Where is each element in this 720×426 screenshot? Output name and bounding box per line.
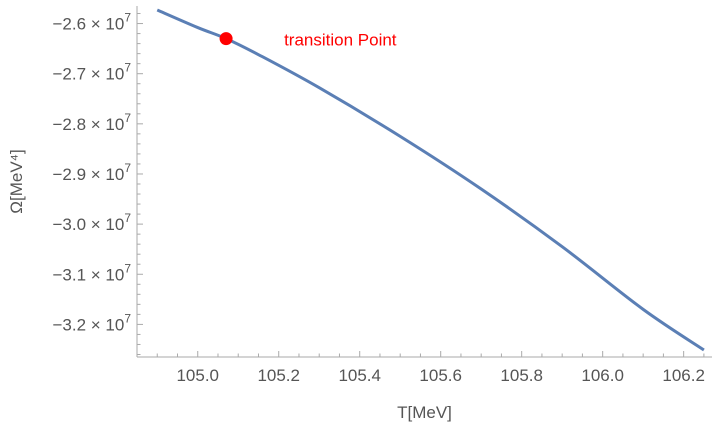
x-tick-label: 105.6 [419, 366, 462, 385]
series-line-0 [156, 8, 705, 352]
plot-area: transition Point [156, 8, 705, 352]
x-tick-label: 105.2 [257, 366, 300, 385]
x-tick-label: 105.0 [176, 366, 219, 385]
x-axis-title: T[MeV] [397, 403, 452, 422]
x-tick-label: 105.8 [500, 366, 543, 385]
x-tick-label: 105.4 [338, 366, 381, 385]
y-tick-label: −3.2 × 107 [52, 311, 131, 334]
y-tick-label: −2.6 × 107 [52, 11, 131, 34]
y-tick-label: −3.1 × 107 [52, 261, 131, 284]
axes [136, 6, 712, 358]
y-tick-label: −2.9 × 107 [52, 161, 131, 184]
x-axis-ticks: 105.0 105.2 105.4 105.6 105.8 106.0 106.2 [136, 351, 705, 385]
y-axis-title: Ω[MeV⁴] [7, 149, 26, 213]
y-tick-label: −2.8 × 107 [52, 111, 131, 134]
y-tick-label: −3.0 × 107 [52, 211, 131, 234]
transition-point-marker [219, 32, 233, 46]
transition-point-label: transition Point [284, 31, 397, 50]
y-axis-ticks: −2.6 × 107 −2.7 × 107 −2.8 × 107 −2.9 × 107… [52, 11, 143, 355]
x-tick-label: 106.2 [662, 366, 705, 385]
y-tick-label: −2.7 × 107 [52, 61, 131, 84]
x-tick-label: 106.0 [581, 366, 624, 385]
